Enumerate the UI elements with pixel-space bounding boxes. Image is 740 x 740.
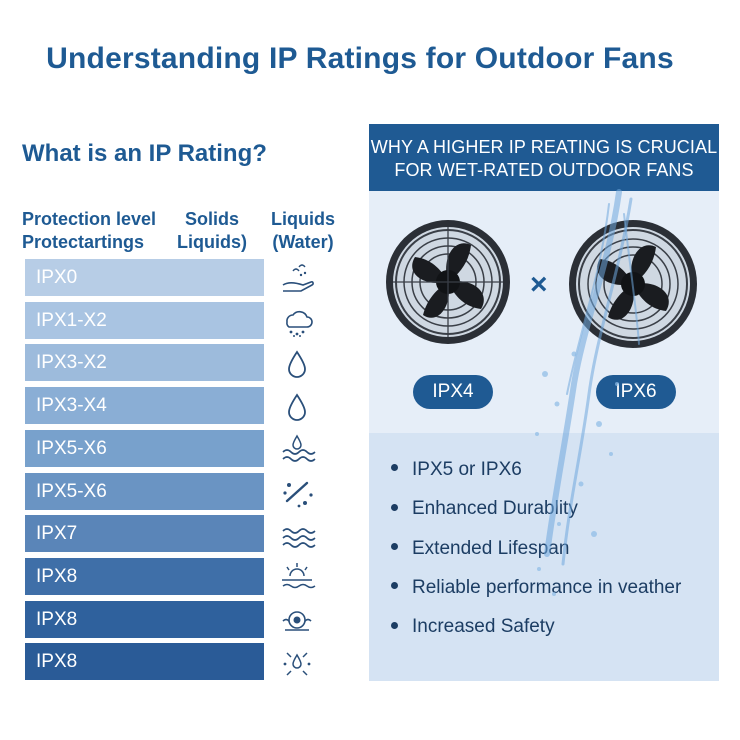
page-title: Understanding IP Ratings for Outdoor Fan…: [46, 42, 674, 75]
protection-header-line1: Protection level: [22, 209, 157, 229]
sprinkler-icon: [277, 475, 317, 509]
rating-row: IPX1-X2: [25, 301, 343, 339]
water-waves-icon: [277, 432, 317, 466]
solids-header-line2: Liquids): [177, 232, 247, 252]
rain-cloud-icon: [277, 304, 317, 338]
fan-right-icon: [569, 220, 697, 348]
rating-label: IPX8: [25, 643, 264, 681]
rating-row: IPX5-X6: [25, 429, 343, 467]
benefit-item: Enhanced Durablity: [391, 498, 578, 520]
rating-label: IPX7: [25, 515, 264, 553]
water-drop-icon: [277, 346, 317, 380]
bullet-icon: [391, 582, 398, 590]
fan-right-label: IPX6: [596, 375, 676, 409]
benefit-item: IPX5 or IPX6: [391, 459, 522, 481]
bullet-icon: [391, 621, 398, 629]
solids-header-line1: Solids: [184, 209, 239, 229]
fan-left-label: IPX4: [413, 375, 493, 409]
rating-row: IPX0: [25, 259, 343, 296]
fan-comparison: × IPX4 IPX6: [369, 191, 719, 433]
benefit-text: Reliable performance in veather: [412, 576, 682, 598]
bullet-icon: [391, 543, 398, 551]
benefit-item: Reliable performance in veather: [391, 577, 681, 599]
rating-row: IPX8: [25, 600, 343, 638]
water-drop-icon: [277, 389, 317, 423]
rating-label: IPX3-X2: [25, 344, 264, 382]
panel-heading-line1: WHY A HIGHER IP REATING IS CRUCIAL: [370, 137, 718, 157]
rating-row: IPX8: [25, 643, 343, 681]
waves-icon: [277, 517, 317, 551]
rating-label: IPX3-X4: [25, 387, 264, 425]
benefit-item: Increased Safety: [391, 616, 555, 638]
column-header-solids: Solids Liquids): [172, 208, 252, 254]
benefit-text: Extended Lifespan: [412, 537, 570, 559]
rating-label: IPX1-X2: [25, 301, 264, 339]
benefit-text: IPX5 or IPX6: [412, 459, 522, 480]
liquids-header-line2: (Water): [272, 232, 334, 252]
pressure-icon: [277, 645, 317, 679]
panel-heading-line2: FOR WET-RATED OUTDOOR FANS: [394, 160, 694, 180]
bullet-icon: [391, 503, 398, 511]
rating-label: IPX5-X6: [25, 429, 264, 467]
sun-waves-icon: [277, 560, 317, 594]
liquids-header-line1: Liquids: [271, 209, 335, 229]
submersion-icon: [277, 603, 317, 637]
rating-label: IPX8: [25, 557, 264, 595]
comparison-separator: ×: [530, 268, 548, 301]
info-panel: WHY A HIGHER IP REATING IS CRUCIAL FOR W…: [369, 124, 719, 681]
benefit-text: Increased Safety: [412, 616, 555, 638]
rating-row: IPX7: [25, 515, 343, 553]
rating-label: IPX0: [25, 259, 264, 296]
column-header-liquids: Liquids (Water): [266, 208, 340, 254]
hand-water-icon: [277, 261, 317, 295]
rating-label: IPX8: [25, 600, 264, 638]
protection-header-line2: Protectartings: [22, 232, 145, 252]
section-title: What is an IP Rating?: [22, 140, 267, 167]
rating-label: IPX5-X6: [25, 472, 264, 510]
bullet-icon: [391, 464, 398, 472]
benefit-list: IPX5 or IPX6 Enhanced Durablity Extended L…: [369, 433, 719, 681]
rating-row: IPX3-X4: [25, 387, 343, 425]
rating-row: IPX3-X2: [25, 344, 343, 382]
rating-row: IPX5-X6: [25, 472, 343, 510]
benefit-text: Enhanced Durablity: [412, 498, 578, 520]
panel-heading: WHY A HIGHER IP REATING IS CRUCIAL FOR W…: [369, 124, 719, 191]
benefit-item: Extended Lifespan: [391, 538, 569, 560]
rating-row: IPX8: [25, 557, 343, 595]
column-header-protection: Protection level Protectartings: [22, 208, 172, 254]
fan-left-icon: [386, 220, 510, 344]
